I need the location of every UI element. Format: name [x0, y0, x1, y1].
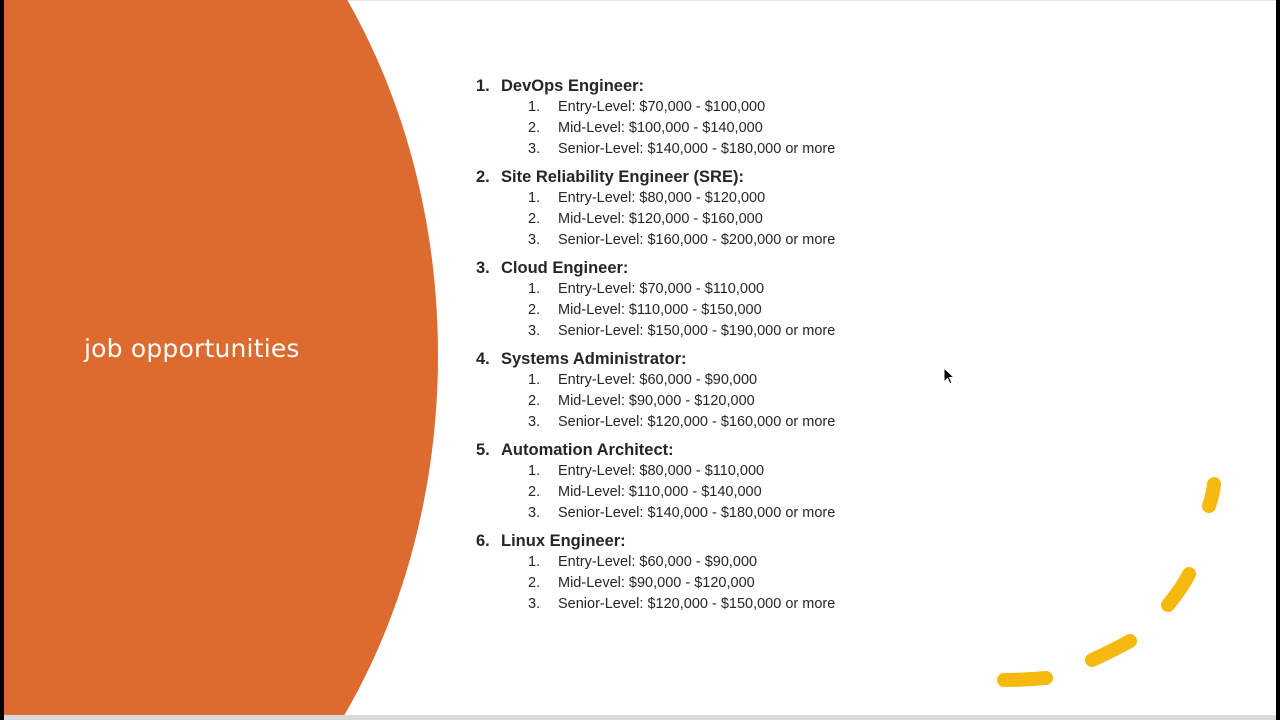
- level-number: 2.: [528, 393, 541, 409]
- job-title: DevOps Engineer:: [501, 77, 645, 95]
- job-heading: 6. Linux Engineer:: [476, 530, 835, 552]
- level-number: 1.: [528, 554, 541, 570]
- level-number: 3.: [528, 323, 541, 339]
- salary-level: 2. Mid-Level: $110,000 - $150,000: [476, 300, 835, 321]
- salary-level: 3. Senior-Level: $140,000 - $180,000 or …: [476, 503, 835, 524]
- level-number: 3.: [528, 141, 541, 157]
- job-item: 6. Linux Engineer: 1. Entry-Level: $60,0…: [476, 530, 835, 615]
- job-item: 2. Site Reliability Engineer (SRE): 1. E…: [476, 166, 835, 251]
- level-number: 3.: [528, 596, 541, 612]
- level-number: 2.: [528, 575, 541, 591]
- job-title: Automation Architect:: [501, 441, 674, 459]
- salary-level: 2. Mid-Level: $110,000 - $140,000: [476, 482, 835, 503]
- level-text: Mid-Level: $90,000 - $120,000: [558, 575, 755, 591]
- job-heading: 1. DevOps Engineer:: [476, 75, 835, 97]
- salary-level: 2. Mid-Level: $100,000 - $140,000: [476, 118, 835, 139]
- salary-level: 2. Mid-Level: $120,000 - $160,000: [476, 209, 835, 230]
- job-number: 5.: [476, 441, 490, 459]
- level-number: 2.: [528, 120, 541, 136]
- level-text: Senior-Level: $140,000 - $180,000 or mor…: [558, 141, 836, 157]
- job-title: Cloud Engineer:: [501, 259, 629, 277]
- salary-level: 1. Entry-Level: $60,000 - $90,000: [476, 552, 835, 573]
- level-number: 1.: [528, 372, 541, 388]
- level-number: 1.: [528, 463, 541, 479]
- level-text: Entry-Level: $80,000 - $110,000: [558, 463, 765, 479]
- job-item: 1. DevOps Engineer: 1. Entry-Level: $70,…: [476, 75, 835, 160]
- salary-level: 3. Senior-Level: $120,000 - $160,000 or …: [476, 412, 835, 433]
- yellow-dashed-arc-decoration: [997, 477, 1221, 687]
- salary-level: 3. Senior-Level: $120,000 - $150,000 or …: [476, 594, 835, 615]
- level-text: Senior-Level: $160,000 - $200,000 or mor…: [558, 232, 836, 248]
- level-number: 1.: [528, 99, 541, 115]
- level-text: Entry-Level: $60,000 - $90,000: [558, 372, 758, 388]
- salary-level: 2. Mid-Level: $90,000 - $120,000: [476, 573, 835, 594]
- salary-level: 2. Mid-Level: $90,000 - $120,000: [476, 391, 835, 412]
- job-item: 5. Automation Architect: 1. Entry-Level:…: [476, 439, 835, 524]
- job-list: 1. DevOps Engineer: 1. Entry-Level: $70,…: [476, 75, 835, 621]
- job-title: Systems Administrator:: [501, 350, 687, 368]
- job-title: Linux Engineer:: [501, 532, 626, 550]
- job-heading: 3. Cloud Engineer:: [476, 257, 835, 279]
- job-number: 6.: [476, 532, 490, 550]
- level-text: Senior-Level: $120,000 - $150,000 or mor…: [558, 596, 836, 612]
- job-number: 4.: [476, 350, 490, 368]
- salary-level: 3. Senior-Level: $140,000 - $180,000 or …: [476, 139, 835, 160]
- job-number: 3.: [476, 259, 490, 277]
- job-heading: 5. Automation Architect:: [476, 439, 835, 461]
- salary-level: 3. Senior-Level: $150,000 - $190,000 or …: [476, 321, 835, 342]
- salary-level: 3. Senior-Level: $160,000 - $200,000 or …: [476, 230, 835, 251]
- level-text: Mid-Level: $110,000 - $140,000: [558, 484, 762, 500]
- orange-semicircle-shape: [4, 0, 438, 715]
- job-item: 3. Cloud Engineer: 1. Entry-Level: $70,0…: [476, 257, 835, 342]
- job-item: 4. Systems Administrator: 1. Entry-Level…: [476, 348, 835, 433]
- level-text: Entry-Level: $70,000 - $100,000: [558, 99, 766, 115]
- level-number: 3.: [528, 505, 541, 521]
- level-text: Entry-Level: $70,000 - $110,000: [558, 281, 765, 297]
- level-text: Mid-Level: $100,000 - $140,000: [558, 120, 763, 136]
- level-number: 3.: [528, 414, 541, 430]
- job-heading: 4. Systems Administrator:: [476, 348, 835, 370]
- job-number: 2.: [476, 168, 490, 186]
- job-number: 1.: [476, 77, 490, 95]
- level-text: Entry-Level: $60,000 - $90,000: [558, 554, 758, 570]
- level-text: Mid-Level: $120,000 - $160,000: [558, 211, 763, 227]
- level-number: 1.: [528, 281, 541, 297]
- level-text: Mid-Level: $110,000 - $150,000: [558, 302, 762, 318]
- job-title: Site Reliability Engineer (SRE):: [501, 168, 744, 186]
- level-text: Entry-Level: $80,000 - $120,000: [558, 190, 766, 206]
- level-number: 2.: [528, 302, 541, 318]
- level-text: Mid-Level: $90,000 - $120,000: [558, 393, 755, 409]
- slide-title: job opportunities: [84, 334, 300, 363]
- level-text: Senior-Level: $140,000 - $180,000 or mor…: [558, 505, 836, 521]
- presentation-slide: job opportunities 1. DevOps Engineer: 1.…: [4, 0, 1276, 715]
- level-text: Senior-Level: $120,000 - $160,000 or mor…: [558, 414, 836, 430]
- salary-level: 1. Entry-Level: $70,000 - $100,000: [476, 97, 835, 118]
- mouse-cursor-icon: [943, 367, 956, 385]
- level-number: 2.: [528, 211, 541, 227]
- salary-level: 1. Entry-Level: $80,000 - $120,000: [476, 188, 835, 209]
- level-text: Senior-Level: $150,000 - $190,000 or mor…: [558, 323, 836, 339]
- level-number: 3.: [528, 232, 541, 248]
- job-heading: 2. Site Reliability Engineer (SRE):: [476, 166, 835, 188]
- salary-level: 1. Entry-Level: $70,000 - $110,000: [476, 279, 835, 300]
- salary-level: 1. Entry-Level: $80,000 - $110,000: [476, 461, 835, 482]
- slide-top-border: [244, 0, 1276, 1]
- level-number: 2.: [528, 484, 541, 500]
- salary-level: 1. Entry-Level: $60,000 - $90,000: [476, 370, 835, 391]
- level-number: 1.: [528, 190, 541, 206]
- bottom-bar: [4, 715, 1276, 720]
